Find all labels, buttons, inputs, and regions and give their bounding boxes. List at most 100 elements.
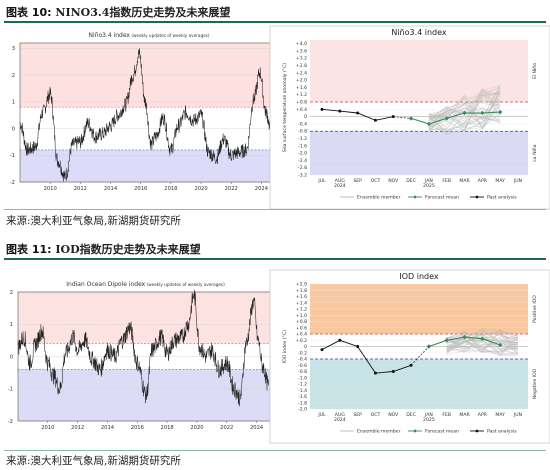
- x-tick-label: OCT: [371, 178, 381, 184]
- x-tick-label: MAY: [495, 178, 505, 184]
- x-tick-label: JAN: [424, 178, 433, 184]
- x-tick-label: JUL: [317, 412, 326, 418]
- past-analysis-marker: [338, 338, 342, 342]
- ensemble-member-line: [428, 101, 501, 120]
- ensemble-member-line: [446, 330, 519, 356]
- y-tick-label: -2.0: [298, 407, 307, 413]
- ensemble-member-line: [446, 330, 519, 353]
- y-tick-label: +1.6: [296, 294, 307, 300]
- x-tick-label: 2024: [250, 425, 264, 431]
- y-tick-label: 1: [12, 100, 15, 106]
- x-tick-label: JUL: [317, 178, 326, 184]
- legend-past-label: Past analysis: [487, 195, 517, 201]
- y-tick-label: -1.8: [298, 400, 307, 406]
- past-analysis-marker: [320, 107, 324, 111]
- figure-11-source: 来源:澳大利亚气象局,新湖期货研究所: [6, 455, 181, 467]
- x-tick-year-label: 2024: [334, 417, 346, 423]
- y-tick-label: -1.2: [298, 136, 307, 142]
- y-tick-label: 0: [304, 344, 307, 350]
- y-axis-label: Sea surface temperature anomaly (°C): [282, 63, 288, 152]
- y-tick-label: -0.8: [298, 369, 307, 375]
- x-tick-label: 2010: [41, 425, 54, 431]
- upper-band-label: El Niño: [532, 63, 538, 79]
- ensemble-member-line: [446, 337, 519, 352]
- x-tick-label: NOV: [388, 178, 399, 184]
- x-tick-label: 2018: [161, 425, 174, 431]
- x-tick-label: 2018: [164, 186, 177, 192]
- x-tick-label: 2010: [44, 186, 57, 192]
- y-tick-label: -2: [8, 419, 13, 425]
- y-tick-label: +2.0: [296, 78, 307, 84]
- forecast-mean-marker: [497, 342, 503, 348]
- y-axis-label: IOD index (°C): [282, 330, 288, 363]
- legend-past-label: Past analysis: [487, 429, 517, 435]
- y-tick-label: +3.6: [296, 48, 307, 54]
- y-tick-label: +3.2: [296, 56, 307, 62]
- ensemble-member-line: [446, 330, 519, 350]
- past-analysis-line: [321, 339, 412, 374]
- x-tick-label: 2014: [104, 186, 118, 192]
- past-analysis-marker: [356, 345, 360, 348]
- x-tick-label: 2016: [134, 186, 147, 192]
- x-tick-label: DEC: [406, 178, 416, 184]
- legend-forecast-label: Forecast mean: [425, 429, 459, 435]
- ensemble-member-line: [428, 96, 501, 131]
- ensemble-member-line: [428, 89, 501, 121]
- figure-10-label: 图表 10:: [6, 6, 52, 19]
- x-tick-label: 2020: [190, 425, 203, 431]
- y-tick-label: -2: [10, 180, 15, 186]
- past-analysis-marker: [338, 109, 342, 113]
- y-tick-label: 1: [10, 322, 13, 328]
- y-tick-label: -0.4: [298, 357, 307, 363]
- y-tick-label: 2: [10, 290, 13, 296]
- forecast-mean-marker: [462, 334, 467, 340]
- y-tick-label: +0.6: [296, 325, 307, 331]
- y-tick-label: -1.2: [298, 382, 307, 388]
- ensemble-member-line: [428, 107, 501, 131]
- legend-past-marker: [475, 429, 479, 433]
- ensemble-member-line: [428, 94, 501, 130]
- x-tick-label: APR: [478, 412, 488, 418]
- forecast-mean-marker: [462, 110, 467, 116]
- y-tick-label: +2.0: [296, 282, 307, 288]
- x-tick-label: 2012: [74, 186, 87, 192]
- upper-threshold-band: [18, 292, 273, 344]
- figure-10-top-rule: [4, 21, 546, 23]
- x-tick-label: 2024: [255, 186, 269, 192]
- y-tick-label: -2.0: [298, 151, 307, 157]
- y-tick-label: -1.6: [298, 143, 307, 149]
- y-tick-label: +0.2: [296, 338, 307, 344]
- y-tick-label: -2.8: [298, 165, 307, 171]
- x-tick-label: MAY: [495, 412, 505, 418]
- past-analysis-marker: [373, 118, 377, 122]
- past-analysis-marker: [391, 370, 395, 373]
- x-tick-label: NOV: [388, 412, 399, 418]
- figure-11-heading: IOD指数历史走势及未来展望: [55, 243, 201, 256]
- x-tick-label: OCT: [371, 412, 381, 418]
- y-tick-label: -2.4: [298, 158, 307, 164]
- chart-title: Niño3.4 index: [391, 28, 447, 37]
- past-analysis-marker: [373, 371, 377, 375]
- x-tick-label: FEB: [442, 178, 451, 184]
- forecast-mean-line: [410, 111, 501, 125]
- y-tick-label: +0.8: [296, 319, 307, 325]
- y-tick-label: -0.2: [298, 350, 307, 356]
- past-analysis-marker: [320, 348, 324, 352]
- index-series-line: [19, 48, 277, 182]
- figure-11-top-rule: [4, 258, 546, 260]
- figure-11-bottom-rule: [4, 450, 546, 451]
- y-tick-label: 0: [12, 126, 15, 132]
- upper-band-label: Positive IOD: [532, 295, 538, 323]
- y-tick-label: -3.2: [298, 173, 307, 179]
- upper-threshold-band: [310, 40, 528, 103]
- x-tick-year-label: 2025: [423, 417, 435, 423]
- figure-11-title: 图表 11: IOD指数历史走势及未来展望: [6, 241, 201, 257]
- y-tick-label: 2: [12, 73, 15, 79]
- forecast-mean-marker: [497, 109, 503, 115]
- ensemble-member-line: [428, 84, 501, 130]
- figure-10-heading: NINO3.4指数历史走势及未来展望: [55, 6, 231, 19]
- lower-band-label: Negative IOD: [532, 368, 538, 399]
- figure-11-label: 图表 11:: [6, 243, 52, 256]
- ensemble-member-line: [446, 329, 519, 350]
- y-tick-label: 0: [10, 354, 13, 360]
